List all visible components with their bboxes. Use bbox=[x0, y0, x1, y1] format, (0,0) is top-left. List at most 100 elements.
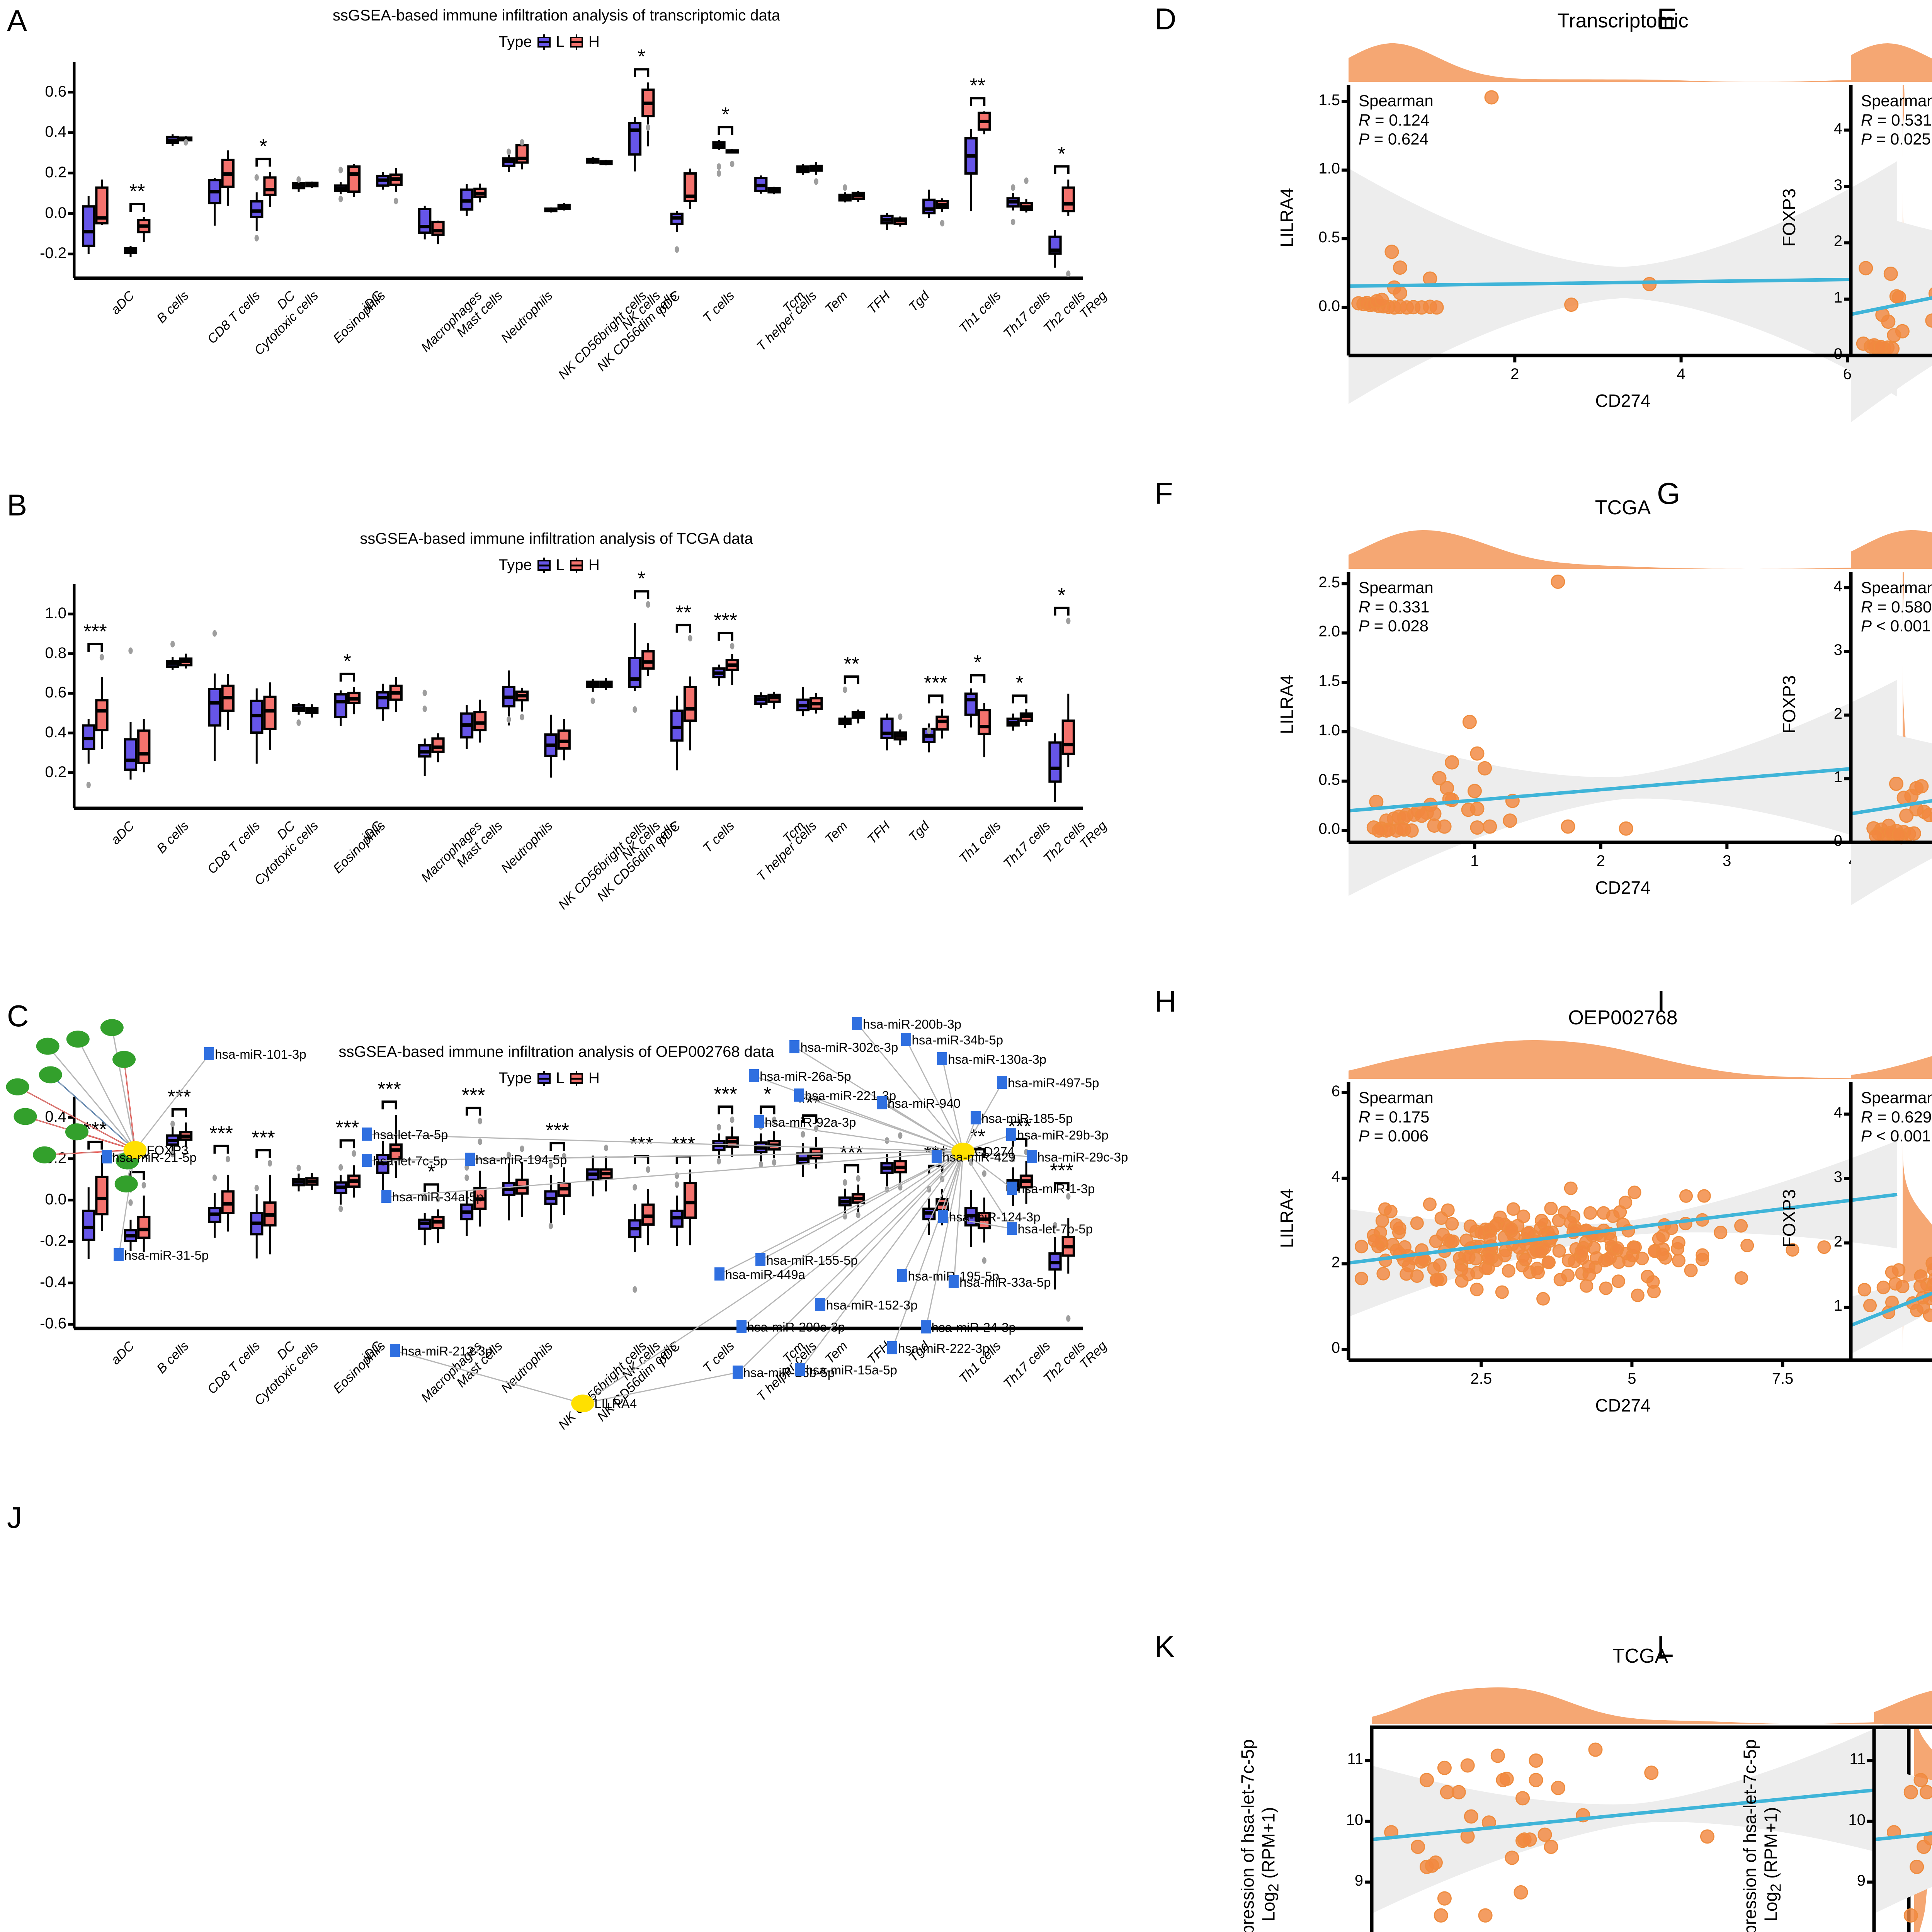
mirna-node bbox=[970, 1111, 981, 1125]
sig-mark-A: ** bbox=[969, 75, 986, 97]
mirna-label: hsa-let-7a-5p bbox=[373, 1127, 448, 1142]
ytick-E: 3 bbox=[1833, 176, 1842, 194]
mirna-label: hsa-let-7c-5p bbox=[373, 1153, 447, 1168]
panel-label-D: D bbox=[1155, 2, 1177, 36]
mirna-node bbox=[101, 1150, 112, 1164]
mirna-node bbox=[1007, 1221, 1017, 1235]
ytick-G: 1 bbox=[1833, 769, 1842, 786]
ytick-L: 10 bbox=[1848, 1811, 1866, 1828]
mirna-label: hsa-miR-497-5p bbox=[1008, 1076, 1099, 1090]
panel-label-J: J bbox=[7, 1500, 22, 1534]
ytick-F: 0.5 bbox=[1318, 771, 1340, 788]
mirna-label: hsa-miR-200b-3p bbox=[863, 1017, 962, 1032]
panel-label-B: B bbox=[7, 488, 27, 522]
mirna-node bbox=[887, 1341, 897, 1355]
panel-label-I: I bbox=[1657, 984, 1665, 1018]
ytick-A: 0.0 bbox=[45, 204, 66, 221]
sig-mark-C: *** bbox=[167, 1085, 191, 1108]
mirna-label: hsa-miR-92a-3p bbox=[764, 1115, 856, 1130]
mirna-label: hsa-miR-302c-3p bbox=[800, 1040, 898, 1054]
mirna-label: hsa-miR-34a-5p bbox=[392, 1190, 484, 1204]
yaxis-label-F: LILRA4 bbox=[1277, 675, 1297, 734]
scatter-I bbox=[1844, 1056, 1932, 1362]
legend-type-label: Type bbox=[498, 33, 532, 50]
ytick-G: 4 bbox=[1833, 578, 1842, 595]
yaxis-label-D: LILRA4 bbox=[1277, 188, 1297, 247]
mirna-node bbox=[901, 1033, 911, 1046]
gene-hub-label: LILRA4 bbox=[594, 1396, 637, 1411]
mirna-node bbox=[749, 1069, 759, 1083]
xtick-F: 2 bbox=[1596, 852, 1605, 869]
ytick-I: 1 bbox=[1833, 1297, 1842, 1315]
mirna-node bbox=[932, 1150, 942, 1163]
ytick-C: -0.4 bbox=[40, 1274, 66, 1291]
ytick-B: 1.0 bbox=[45, 604, 66, 622]
legend-B: Type L H bbox=[498, 556, 600, 574]
ytick-G: 3 bbox=[1833, 641, 1842, 658]
stats-H: Spearman R = 0.175 P = 0.006 bbox=[1359, 1088, 1434, 1145]
mirna-node bbox=[714, 1267, 724, 1281]
ytick-C: -0.6 bbox=[40, 1315, 66, 1332]
mirna-label: hsa-miR-130a-3p bbox=[948, 1052, 1047, 1067]
xtick-D: 2 bbox=[1510, 366, 1519, 383]
legend-swatch-high bbox=[570, 34, 583, 50]
xtick-H: 7.5 bbox=[1772, 1370, 1794, 1387]
mirna-node bbox=[1026, 1150, 1037, 1163]
sig-mark-B: * bbox=[638, 568, 646, 590]
stats-F: Spearman R = 0.331 P = 0.028 bbox=[1359, 578, 1434, 635]
sig-mark-A: * bbox=[1058, 143, 1066, 165]
panel-label-G: G bbox=[1657, 476, 1680, 510]
gene-hub-label: CD274 bbox=[975, 1145, 1014, 1159]
ytick-K: 11 bbox=[1347, 1750, 1363, 1768]
mirna-label: hsa-miR-33a-5p bbox=[959, 1275, 1051, 1289]
xtick-D: 4 bbox=[1677, 366, 1685, 383]
panel-title-B: ssGSEA-based immune infiltration analysi… bbox=[360, 530, 753, 547]
sig-mark-B: * bbox=[1058, 584, 1066, 607]
legend-label-high: H bbox=[588, 33, 600, 50]
sig-mark-B: * bbox=[343, 650, 351, 673]
yaxis-label-K: The expression of hsa-let-7c-5p Log2 (RPM… bbox=[1237, 1739, 1282, 1932]
panel-title-K: TCGA bbox=[1612, 1645, 1668, 1667]
panel-label-H: H bbox=[1155, 984, 1177, 1018]
panel-label-C: C bbox=[7, 999, 29, 1033]
ytick-A: 0.6 bbox=[45, 83, 66, 100]
ytick-E: 4 bbox=[1833, 120, 1842, 137]
mirna-label: hsa-miR-101-3p bbox=[215, 1047, 306, 1062]
panel-label-A: A bbox=[7, 3, 27, 37]
ytick-H: 0 bbox=[1331, 1339, 1340, 1357]
panel-label-E: E bbox=[1657, 2, 1677, 36]
legend-swatch-high bbox=[570, 1070, 583, 1086]
ytick-H: 6 bbox=[1331, 1082, 1340, 1100]
stats-G: Spearman R = 0.580 P < 0.001 bbox=[1861, 578, 1932, 635]
mirna-label: hsa-miR-940 bbox=[888, 1096, 961, 1111]
yaxis-label-L: The expression of hsa-let-7c-5p Log2 (RPM… bbox=[1740, 1739, 1784, 1932]
mirna-node bbox=[755, 1253, 766, 1266]
scatter-G bbox=[1844, 530, 1932, 905]
mirna-node bbox=[938, 1209, 949, 1223]
ytick-C: -0.2 bbox=[40, 1232, 66, 1249]
legend-label-low: L bbox=[556, 33, 565, 50]
panel-title-H: OEP002768 bbox=[1568, 1007, 1678, 1029]
panel-title-D: Transcriptomic bbox=[1557, 10, 1689, 32]
sig-mark-C: *** bbox=[252, 1126, 275, 1149]
ytick-D: 1.0 bbox=[1318, 160, 1340, 177]
sig-mark-B: ** bbox=[844, 653, 860, 676]
scatter-H bbox=[1342, 1040, 1932, 1367]
ytick-E: 1 bbox=[1833, 289, 1842, 306]
ytick-A: 0.2 bbox=[45, 163, 66, 181]
gene-hub-label: FOXP3 bbox=[146, 1143, 189, 1158]
legend-swatch-low bbox=[537, 34, 551, 50]
xaxis-label-G: CD274 bbox=[1828, 877, 1932, 898]
ytick-B: 0.2 bbox=[45, 763, 66, 781]
mirna-label: hsa-let-7b-5p bbox=[1017, 1221, 1093, 1236]
sig-mark-C: *** bbox=[629, 1133, 653, 1155]
ytick-F: 1.0 bbox=[1318, 721, 1340, 739]
panel-title-A: ssGSEA-based immune infiltration analysi… bbox=[332, 7, 781, 24]
ytick-D: 0.5 bbox=[1318, 228, 1340, 246]
mirna-label: hsa-miR-152-3p bbox=[826, 1298, 918, 1313]
mirna-node bbox=[920, 1320, 931, 1334]
mirna-label: hsa-miR-24-3p bbox=[931, 1320, 1016, 1335]
mirna-node bbox=[997, 1076, 1007, 1089]
ytick-D: 1.5 bbox=[1318, 91, 1340, 109]
ytick-L: 9 bbox=[1857, 1872, 1866, 1889]
